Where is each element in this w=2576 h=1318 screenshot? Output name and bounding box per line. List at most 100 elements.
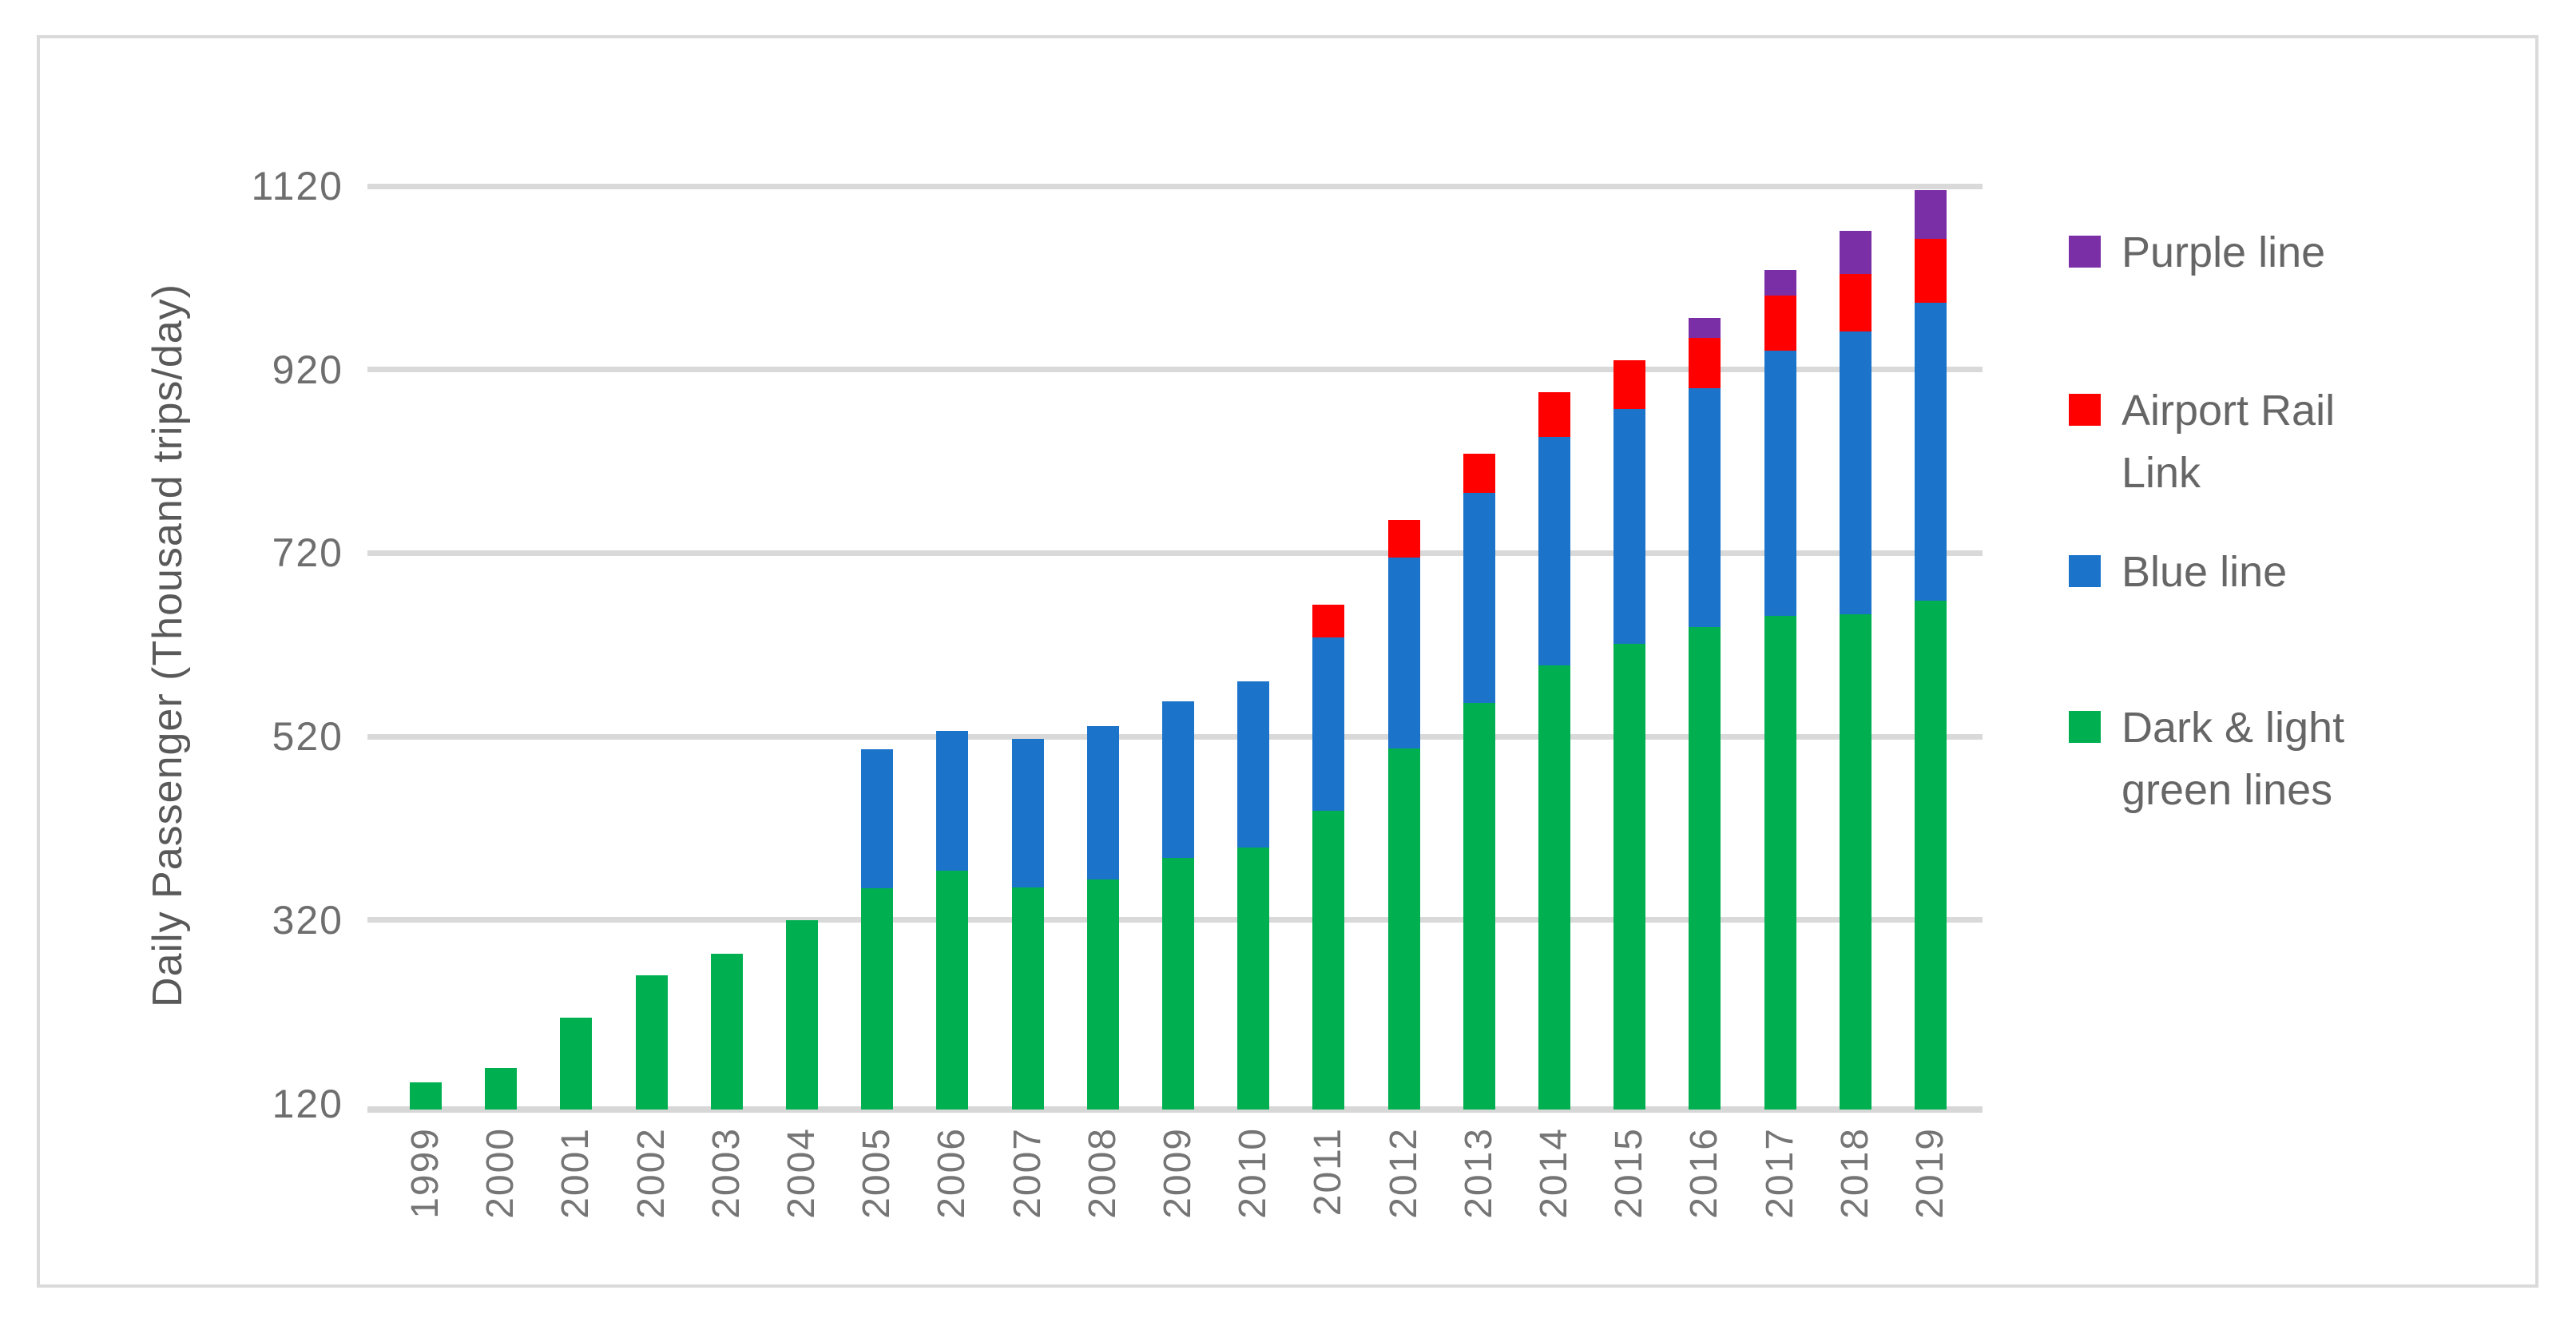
legend-swatch-airport-rail-link [2069, 394, 2101, 426]
bar-2015-segment-blue-line[interactable] [1613, 408, 1646, 644]
bar-2005[interactable] [861, 748, 894, 1110]
gridline-1120 [367, 183, 1983, 189]
x-tick-2017: 2017 [1758, 1127, 1801, 1219]
bar-2004[interactable] [786, 920, 818, 1110]
bar-2016-segment-airport-rail-link[interactable] [1689, 338, 1721, 389]
bar-2005-segment-dark-light-green-lines[interactable] [861, 888, 894, 1110]
x-tick-2006: 2006 [931, 1127, 974, 1219]
bar-1999[interactable] [410, 1082, 442, 1110]
bar-2011[interactable] [1312, 605, 1345, 1110]
bar-2009-segment-blue-line[interactable] [1162, 701, 1194, 859]
bar-2019[interactable] [1915, 190, 1947, 1110]
bar-2009[interactable] [1162, 701, 1194, 1110]
x-tick-2005: 2005 [855, 1127, 899, 1219]
bar-2006-segment-dark-light-green-lines[interactable] [936, 871, 969, 1110]
bar-2016[interactable] [1689, 317, 1721, 1110]
bar-2012-segment-blue-line[interactable] [1387, 557, 1420, 748]
bar-2000[interactable] [485, 1068, 518, 1110]
bar-2003[interactable] [710, 953, 743, 1110]
bar-2006-segment-blue-line[interactable] [936, 730, 969, 871]
y-tick-520: 520 [272, 714, 343, 760]
bar-2019-segment-dark-light-green-lines[interactable] [1915, 600, 1947, 1110]
bar-2019-segment-blue-line[interactable] [1915, 303, 1947, 601]
bar-2009-segment-dark-light-green-lines[interactable] [1162, 858, 1194, 1110]
chart-figure: Daily Passenger (Thousand trips/day) 112… [37, 35, 2538, 1288]
bar-2018-segment-blue-line[interactable] [1839, 331, 1871, 614]
bar-2005-segment-blue-line[interactable] [861, 748, 894, 889]
legend-label-blue-line: Blue line [2122, 548, 2288, 596]
bar-2013[interactable] [1463, 453, 1495, 1110]
legend-label-airport-rail-link: Airport Rail Link [2122, 387, 2336, 498]
bar-2013-segment-airport-rail-link[interactable] [1463, 453, 1495, 494]
x-tick-2019: 2019 [1909, 1127, 1951, 1219]
legend-swatch-purple-line [2069, 236, 2101, 268]
legend-item-blue-line[interactable]: Blue line [2069, 541, 2516, 603]
bar-2018-segment-dark-light-green-lines[interactable] [1839, 613, 1871, 1110]
bar-2011-segment-blue-line[interactable] [1312, 637, 1345, 811]
bar-2010-segment-dark-light-green-lines[interactable] [1237, 847, 1270, 1110]
x-tick-2011: 2011 [1307, 1127, 1350, 1217]
bar-2000-segment-dark-light-green-lines[interactable] [485, 1068, 518, 1110]
bar-2001-segment-dark-light-green-lines[interactable] [560, 1018, 593, 1110]
bar-2014-segment-airport-rail-link[interactable] [1538, 391, 1570, 438]
bar-2017-segment-blue-line[interactable] [1764, 351, 1796, 617]
bar-2014-segment-dark-light-green-lines[interactable] [1538, 665, 1570, 1110]
x-tick-2012: 2012 [1382, 1127, 1425, 1219]
bar-2007-segment-blue-line[interactable] [1011, 739, 1044, 888]
bar-2016-segment-purple-line[interactable] [1689, 317, 1721, 339]
bar-2002[interactable] [635, 975, 668, 1110]
x-tick-2015: 2015 [1608, 1127, 1651, 1219]
x-tick-1999: 1999 [404, 1127, 447, 1219]
bar-2015[interactable] [1613, 359, 1646, 1110]
bar-2008-segment-blue-line[interactable] [1086, 725, 1119, 879]
bar-2016-segment-dark-light-green-lines[interactable] [1689, 626, 1721, 1110]
bar-2019-segment-purple-line[interactable] [1915, 190, 1947, 240]
x-tick-2001: 2001 [554, 1127, 597, 1219]
bar-2015-segment-airport-rail-link[interactable] [1613, 359, 1646, 409]
legend-item-airport-rail-link[interactable]: Airport Rail Link [2069, 379, 2516, 505]
bar-2017[interactable] [1764, 270, 1796, 1110]
bar-2006[interactable] [936, 730, 969, 1110]
bar-2012-segment-airport-rail-link[interactable] [1387, 519, 1420, 558]
bar-2001[interactable] [560, 1018, 593, 1110]
y-tick-120: 120 [272, 1081, 343, 1126]
legend-swatch-dark-light-green-lines [2069, 711, 2101, 743]
bar-2012-segment-dark-light-green-lines[interactable] [1387, 748, 1420, 1110]
bar-2017-segment-purple-line[interactable] [1764, 270, 1796, 296]
x-tick-2002: 2002 [629, 1127, 673, 1219]
bar-2011-segment-airport-rail-link[interactable] [1312, 605, 1345, 637]
bar-2018-segment-purple-line[interactable] [1839, 230, 1871, 274]
bar-1999-segment-dark-light-green-lines[interactable] [410, 1082, 442, 1110]
x-tick-2014: 2014 [1533, 1127, 1575, 1219]
bar-2007-segment-dark-light-green-lines[interactable] [1011, 887, 1044, 1110]
bar-2017-segment-airport-rail-link[interactable] [1764, 296, 1796, 351]
bar-2007[interactable] [1011, 739, 1044, 1110]
bar-2019-segment-airport-rail-link[interactable] [1915, 239, 1947, 304]
bar-2002-segment-dark-light-green-lines[interactable] [635, 975, 668, 1110]
bar-2012[interactable] [1387, 519, 1420, 1110]
x-tick-2008: 2008 [1081, 1127, 1124, 1219]
bar-2008[interactable] [1086, 725, 1119, 1110]
bar-2016-segment-blue-line[interactable] [1689, 388, 1721, 627]
bar-2010-segment-blue-line[interactable] [1237, 681, 1270, 848]
bar-2004-segment-dark-light-green-lines[interactable] [786, 920, 818, 1110]
bar-2018[interactable] [1839, 230, 1871, 1110]
legend-item-purple-line[interactable]: Purple line [2069, 221, 2516, 284]
bar-2018-segment-airport-rail-link[interactable] [1839, 273, 1871, 332]
bar-2013-segment-dark-light-green-lines[interactable] [1463, 703, 1495, 1110]
bar-2010[interactable] [1237, 681, 1270, 1110]
bar-2008-segment-dark-light-green-lines[interactable] [1086, 879, 1119, 1110]
legend-item-dark-light-green-lines[interactable]: Dark & light green lines [2069, 697, 2516, 822]
bar-2014[interactable] [1538, 391, 1570, 1110]
bar-2003-segment-dark-light-green-lines[interactable] [710, 953, 743, 1110]
legend-label-dark-light-green-lines: Dark & light green lines [2122, 704, 2345, 815]
plot-area [367, 80, 1983, 1113]
x-tick-2000: 2000 [479, 1127, 522, 1219]
bar-2011-segment-dark-light-green-lines[interactable] [1312, 810, 1345, 1110]
bar-2014-segment-blue-line[interactable] [1538, 437, 1570, 666]
y-tick-920: 920 [272, 347, 343, 392]
x-tick-2007: 2007 [1006, 1127, 1049, 1219]
bar-2015-segment-dark-light-green-lines[interactable] [1613, 643, 1646, 1110]
bar-2017-segment-dark-light-green-lines[interactable] [1764, 616, 1796, 1110]
bar-2013-segment-blue-line[interactable] [1463, 493, 1495, 704]
